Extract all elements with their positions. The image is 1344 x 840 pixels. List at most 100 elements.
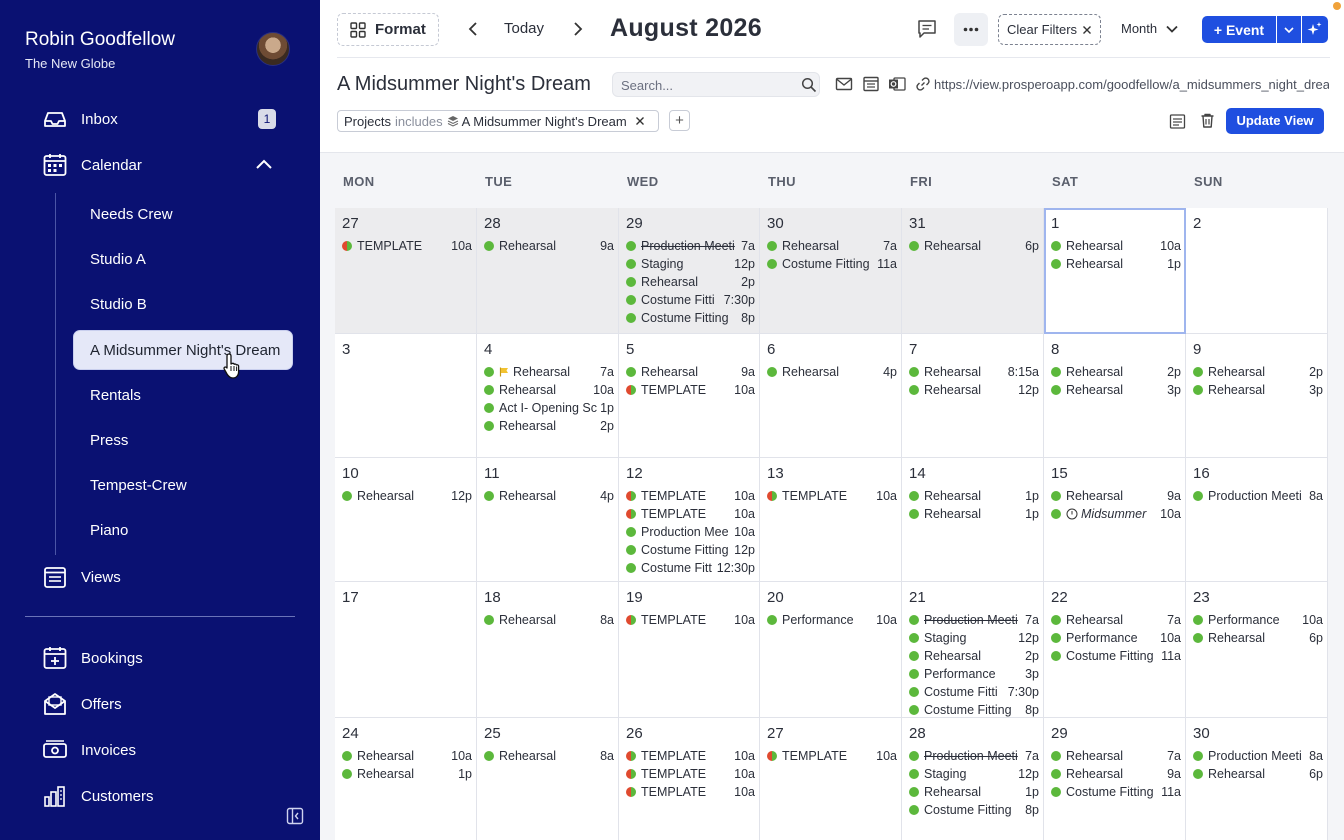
event-item[interactable]: Rehearsal 9a <box>626 363 755 381</box>
day-number[interactable]: 29 <box>1051 725 1068 742</box>
event-item[interactable]: Production Meeti 7a <box>909 611 1039 629</box>
day-number[interactable]: 12 <box>626 465 643 482</box>
chevron-right-icon[interactable] <box>569 20 585 38</box>
day-cell[interactable]: 1 Rehearsal 10a Rehearsal 1p <box>1044 208 1186 334</box>
event-item[interactable]: Rehearsal 1p <box>909 487 1039 505</box>
day-number[interactable]: 25 <box>484 725 501 742</box>
event-item[interactable]: TEMPLATE 10a <box>767 487 897 505</box>
day-cell[interactable]: 30 Rehearsal 7a Costume Fitting 11a <box>760 208 902 334</box>
event-item[interactable]: Rehearsal 2p <box>1193 363 1323 381</box>
event-item[interactable]: Production Mee 10a <box>626 523 755 541</box>
sidebar-item-studio-a[interactable]: Studio A <box>90 251 146 268</box>
event-item[interactable]: TEMPLATE 10a <box>626 783 755 801</box>
format-button[interactable]: Format <box>337 13 439 46</box>
event-item[interactable]: TEMPLATE 10a <box>626 505 755 523</box>
event-item[interactable]: Costume Fitting 11a <box>767 255 897 273</box>
event-item[interactable]: Rehearsal 8a <box>484 611 614 629</box>
nav-views[interactable]: Views <box>42 562 121 592</box>
day-cell[interactable]: 24 Rehearsal 10a Rehearsal 1p <box>335 718 477 840</box>
collapse-sidebar-icon[interactable] <box>286 807 304 825</box>
event-item[interactable]: Costume Fitti 7:30p <box>626 291 755 309</box>
event-item[interactable]: Rehearsal 10a <box>342 747 472 765</box>
event-item[interactable]: Rehearsal 1p <box>342 765 472 783</box>
day-cell[interactable]: 13 TEMPLATE 10a <box>760 458 902 582</box>
event-item[interactable]: Act I- Opening Sc 1p <box>484 399 614 417</box>
day-number[interactable]: 20 <box>767 589 784 606</box>
day-cell[interactable]: 5 Rehearsal 9a TEMPLATE 10a <box>619 334 760 458</box>
update-view-button[interactable]: Update View <box>1226 108 1324 134</box>
day-number[interactable]: 9 <box>1193 341 1202 358</box>
day-cell[interactable]: 28 Production Meeti 7a Staging 12p Rehearsal 1… <box>902 718 1044 840</box>
today-button[interactable]: Today <box>504 20 545 37</box>
day-cell[interactable]: 25 Rehearsal 8a <box>477 718 619 840</box>
remove-filter-icon[interactable] <box>635 116 645 126</box>
day-number[interactable]: 18 <box>484 589 501 606</box>
day-number[interactable]: 8 <box>1051 341 1060 358</box>
event-item[interactable]: Performance 10a <box>1051 629 1181 647</box>
day-cell[interactable]: 17 <box>335 582 477 718</box>
day-cell[interactable]: 19 TEMPLATE 10a <box>619 582 760 718</box>
chevron-left-icon[interactable] <box>466 20 482 38</box>
day-number[interactable]: 31 <box>909 215 926 232</box>
day-number[interactable]: 11 <box>484 465 500 482</box>
day-cell[interactable]: 26 TEMPLATE 10a TEMPLATE 10a TEMPLATE 10a <box>619 718 760 840</box>
event-item[interactable]: TEMPLATE 10a <box>626 381 755 399</box>
event-item[interactable]: TEMPLATE 10a <box>626 611 755 629</box>
day-cell[interactable]: 23 Performance 10a Rehearsal 6p <box>1186 582 1328 718</box>
day-cell[interactable]: 27 TEMPLATE 10a <box>760 718 902 840</box>
event-item[interactable]: Rehearsal 7a <box>1051 611 1181 629</box>
day-number[interactable]: 21 <box>909 589 926 606</box>
clear-filters-button[interactable]: Clear Filters <box>998 14 1101 45</box>
day-number[interactable]: 4 <box>484 341 493 358</box>
day-cell[interactable]: 29 Production Meeti 7a Staging 12p Rehearsal 2… <box>619 208 760 334</box>
search-icon[interactable] <box>801 77 817 93</box>
event-item[interactable]: Rehearsal 7a <box>1051 747 1181 765</box>
day-cell[interactable]: 4 Rehearsal 7a Rehearsal 10a Act I- Opening S… <box>477 334 619 458</box>
day-number[interactable]: 2 <box>1193 215 1202 232</box>
trash-icon[interactable] <box>1199 112 1216 129</box>
event-item[interactable]: TEMPLATE 10a <box>342 237 472 255</box>
event-item[interactable]: Costume Fitting 8p <box>909 801 1039 819</box>
event-item[interactable]: Staging 12p <box>909 629 1039 647</box>
nav-invoices[interactable]: Invoices <box>42 735 136 765</box>
day-cell[interactable]: 2 <box>1186 208 1328 334</box>
event-item[interactable]: Rehearsal 8a <box>484 747 614 765</box>
add-event-dropdown[interactable] <box>1277 16 1301 43</box>
day-cell[interactable]: 30 Production Meeti 8a Rehearsal 6p <box>1186 718 1328 840</box>
event-item[interactable]: Performance 10a <box>1193 611 1323 629</box>
event-item[interactable]: Rehearsal 2p <box>626 273 755 291</box>
event-item[interactable]: Production Meeti 7a <box>909 747 1039 765</box>
event-item[interactable]: Rehearsal 4p <box>767 363 897 381</box>
sidebar-item-piano[interactable]: Piano <box>90 522 129 539</box>
event-item[interactable]: Costume Fitting 8p <box>626 309 755 327</box>
event-item[interactable]: Costume Fitting 11a <box>1051 647 1181 665</box>
day-cell[interactable]: 18 Rehearsal 8a <box>477 582 619 718</box>
day-cell[interactable]: 20 Performance 10a <box>760 582 902 718</box>
chevron-up-icon[interactable] <box>254 156 274 172</box>
list-view-icon[interactable] <box>1169 113 1186 130</box>
event-item[interactable]: Rehearsal 10a <box>1051 237 1181 255</box>
day-number[interactable]: 29 <box>626 215 643 232</box>
event-item[interactable]: Rehearsal 9a <box>1051 765 1181 783</box>
event-item[interactable]: TEMPLATE 10a <box>626 487 755 505</box>
day-number[interactable]: 13 <box>767 465 784 482</box>
event-item[interactable]: Performance 10a <box>767 611 897 629</box>
day-number[interactable]: 5 <box>626 341 635 358</box>
event-item[interactable]: Rehearsal 4p <box>484 487 614 505</box>
nav-bookings[interactable]: Bookings <box>42 643 143 673</box>
day-number[interactable]: 27 <box>342 215 359 232</box>
day-cell[interactable]: 3 <box>335 334 477 458</box>
day-cell[interactable]: 6 Rehearsal 4p <box>760 334 902 458</box>
day-cell[interactable]: 28 Rehearsal 9a <box>477 208 619 334</box>
nav-offers[interactable]: Offers <box>42 689 122 719</box>
event-item[interactable]: Rehearsal 3p <box>1051 381 1181 399</box>
day-cell[interactable]: 9 Rehearsal 2p Rehearsal 3p <box>1186 334 1328 458</box>
event-item[interactable]: Rehearsal 12p <box>342 487 472 505</box>
day-number[interactable]: 3 <box>342 341 351 358</box>
add-event-button[interactable]: + Event <box>1202 16 1276 43</box>
day-cell[interactable]: 8 Rehearsal 2p Rehearsal 3p <box>1044 334 1186 458</box>
event-item[interactable]: Performance 3p <box>909 665 1039 683</box>
event-item[interactable]: Costume Fitting 8p <box>909 701 1039 717</box>
day-number[interactable]: 30 <box>767 215 784 232</box>
event-item[interactable]: Rehearsal 9a <box>1051 487 1181 505</box>
